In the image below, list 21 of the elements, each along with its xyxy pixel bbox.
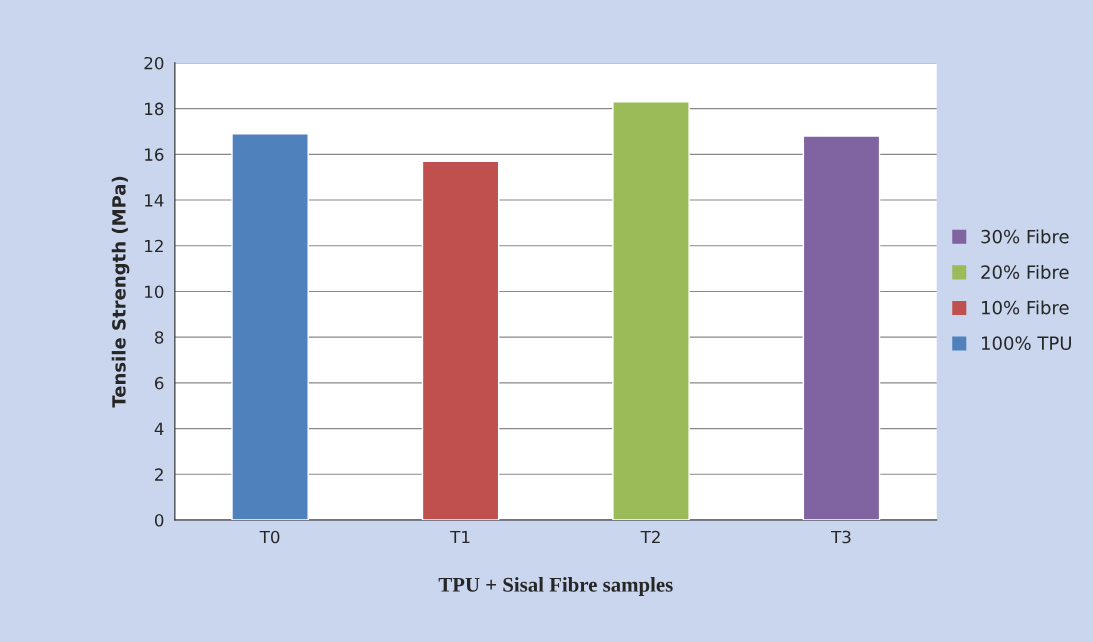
- y-tick-label: 12: [145, 239, 163, 253]
- y-axis-title: Tensile Strength (MPa): [111, 176, 130, 408]
- y-tick-label: 0: [154, 513, 164, 527]
- x-tick-label: T3: [831, 530, 851, 544]
- y-tick-label: 4: [154, 422, 164, 435]
- y-tick-label: 6: [155, 376, 164, 390]
- x-tick-label: T2: [640, 530, 660, 544]
- legend-label: 20% Fibre: [981, 264, 1069, 279]
- x-tick-label: T1: [450, 530, 470, 544]
- y-tick-label: 10: [145, 285, 164, 299]
- x-tick-label: T0: [259, 530, 280, 544]
- y-tick-label: 20: [144, 56, 164, 70]
- legend-label: 30% Fibre: [981, 229, 1069, 244]
- y-tick-label: 2: [155, 468, 163, 481]
- legend-label: 100% TPU: [982, 336, 1071, 350]
- legend-label: 10% Fibre: [982, 300, 1069, 315]
- y-tick-label: 18: [145, 102, 164, 116]
- y-tick-label: 14: [145, 194, 164, 207]
- x-axis-title: TPU + Sisal Fibre samples: [438, 577, 673, 597]
- y-tick-label: 8: [154, 331, 164, 344]
- y-tick-label: 16: [145, 148, 164, 161]
